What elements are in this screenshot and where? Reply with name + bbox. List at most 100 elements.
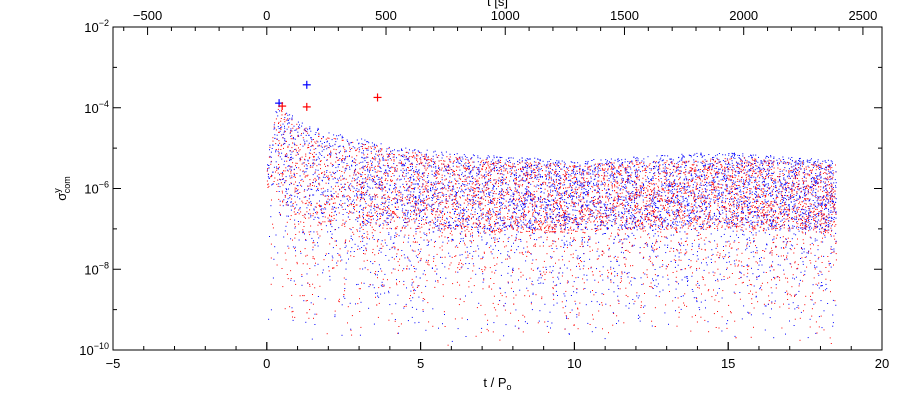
scatter-point <box>621 185 623 187</box>
scatter-point <box>673 213 674 215</box>
scatter-point <box>804 213 806 215</box>
scatter-point <box>692 272 693 274</box>
scatter-point <box>662 171 664 173</box>
scatter-point <box>606 223 608 225</box>
scatter-point <box>520 240 522 242</box>
scatter-point <box>466 206 467 208</box>
scatter-point <box>696 188 698 190</box>
scatter-point <box>696 255 698 257</box>
scatter-point <box>817 219 819 221</box>
scatter-point <box>395 235 397 237</box>
scatter-point <box>513 179 515 181</box>
scatter-point <box>452 198 454 200</box>
scatter-point <box>761 194 763 195</box>
scatter-point <box>378 302 380 304</box>
scatter-point <box>506 193 508 195</box>
scatter-point <box>728 179 730 181</box>
scatter-point <box>718 257 720 259</box>
scatter-point <box>504 208 506 209</box>
scatter-point <box>721 199 723 201</box>
scatter-point <box>322 272 324 274</box>
scatter-point <box>677 297 679 299</box>
scatter-point <box>318 237 320 239</box>
scatter-point <box>307 174 309 176</box>
scatter-point <box>824 172 826 173</box>
scatter-point <box>597 221 598 223</box>
scatter-point <box>722 175 724 177</box>
scatter-point <box>418 244 420 245</box>
scatter-point <box>272 183 274 185</box>
scatter-point <box>822 168 824 169</box>
scatter-point <box>644 208 646 209</box>
scatter-point <box>534 175 536 177</box>
scatter-point <box>626 273 628 275</box>
scatter-point <box>277 172 279 174</box>
scatter-point <box>508 266 510 267</box>
scatter-point <box>728 261 730 263</box>
scatter-point <box>665 237 667 239</box>
scatter-point <box>639 163 641 165</box>
scatter-point <box>468 194 470 196</box>
scatter-point <box>721 279 723 281</box>
scatter-point <box>665 252 667 254</box>
scatter-point <box>410 227 412 229</box>
scatter-point <box>407 241 409 243</box>
scatter-point <box>821 206 822 208</box>
scatter-point <box>573 228 575 230</box>
scatter-point <box>433 162 435 164</box>
scatter-point <box>421 209 423 211</box>
scatter-point <box>545 219 547 221</box>
scatter-point <box>747 311 749 313</box>
scatter-point <box>303 221 305 223</box>
scatter-point <box>413 281 415 283</box>
scatter-point <box>617 196 619 198</box>
scatter-point <box>546 207 548 209</box>
scatter-point <box>416 155 417 157</box>
scatter-point <box>531 200 533 202</box>
scatter-point <box>581 215 583 217</box>
scatter-point <box>549 171 551 173</box>
scatter-point <box>339 177 341 179</box>
scatter-point <box>374 159 376 161</box>
scatter-point <box>518 194 520 196</box>
scatter-point <box>327 177 329 179</box>
scatter-point <box>582 204 584 206</box>
scatter-point <box>628 227 630 229</box>
scatter-point <box>516 178 517 180</box>
scatter-point <box>613 166 615 168</box>
scatter-point <box>413 268 415 269</box>
scatter-point <box>610 207 611 209</box>
scatter-point <box>761 161 763 163</box>
scatter-point <box>496 156 498 158</box>
scatter-point <box>734 335 736 337</box>
scatter-point <box>385 212 387 214</box>
scatter-point <box>503 178 505 180</box>
scatter-point <box>378 163 380 165</box>
scatter-point <box>733 260 735 262</box>
scatter-point <box>310 216 312 218</box>
scatter-point <box>317 156 319 158</box>
scatter-point <box>797 223 799 225</box>
scatter-point <box>349 228 351 230</box>
scatter-point <box>282 171 283 173</box>
scatter-point <box>416 228 418 229</box>
scatter-point <box>741 224 743 226</box>
scatter-point <box>787 208 789 210</box>
scatter-point <box>556 202 558 203</box>
scatter-point <box>464 189 466 191</box>
scatter-point <box>312 155 314 157</box>
scatter-point <box>589 188 591 190</box>
scatter-point <box>447 237 448 239</box>
scatter-point <box>289 177 291 179</box>
scatter-point <box>512 271 513 273</box>
scatter-point <box>662 226 664 227</box>
scatter-point <box>557 193 559 195</box>
scatter-point <box>510 275 512 277</box>
scatter-point <box>630 200 632 201</box>
scatter-point <box>301 133 302 135</box>
scatter-point <box>668 199 670 201</box>
scatter-point <box>326 141 328 143</box>
scatter-point <box>604 168 606 170</box>
scatter-point <box>824 229 826 231</box>
scatter-point <box>570 269 572 271</box>
